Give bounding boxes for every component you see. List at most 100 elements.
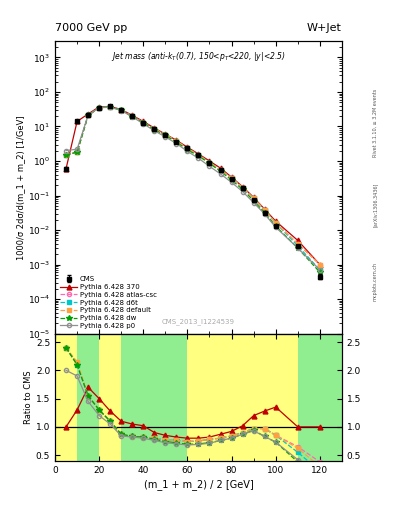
Pythia 6.428 default <box>207 160 212 166</box>
Line: Pythia 6.428 p0: Pythia 6.428 p0 <box>64 105 322 272</box>
Pythia 6.428 atlas-csc <box>152 126 157 132</box>
Pythia 6.428 atlas-csc <box>174 138 179 144</box>
Pythia 6.428 p0 <box>251 200 256 206</box>
Pythia 6.428 default <box>108 104 112 110</box>
Pythia 6.428 atlas-csc <box>130 113 135 119</box>
Pythia 6.428 default <box>130 113 135 119</box>
Pythia 6.428 d6t <box>152 126 157 132</box>
Pythia 6.428 d6t <box>97 104 101 111</box>
Legend: CMS, Pythia 6.428 370, Pythia 6.428 atlas-csc, Pythia 6.428 d6t, Pythia 6.428 de: CMS, Pythia 6.428 370, Pythia 6.428 atla… <box>59 275 158 330</box>
X-axis label: (m_1 + m_2) / 2 [GeV]: (m_1 + m_2) / 2 [GeV] <box>143 479 253 490</box>
Pythia 6.428 p0 <box>207 163 212 169</box>
Pythia 6.428 p0 <box>174 140 179 146</box>
Pythia 6.428 default <box>229 175 234 181</box>
Pythia 6.428 370 <box>185 144 190 151</box>
Pythia 6.428 p0 <box>274 224 278 230</box>
Pythia 6.428 dw <box>97 104 101 111</box>
Pythia 6.428 atlas-csc <box>251 196 256 202</box>
Pythia 6.428 default <box>296 241 300 247</box>
Pythia 6.428 370 <box>318 262 322 268</box>
Pythia 6.428 dw <box>86 112 90 118</box>
Pythia 6.428 d6t <box>185 145 190 152</box>
Pythia 6.428 dw <box>185 147 190 153</box>
Pythia 6.428 d6t <box>108 104 112 110</box>
Pythia 6.428 370 <box>218 165 223 171</box>
Pythia 6.428 370 <box>196 151 201 157</box>
Pythia 6.428 dw <box>251 198 256 204</box>
Pythia 6.428 atlas-csc <box>207 160 212 166</box>
Pythia 6.428 370 <box>274 218 278 224</box>
Pythia 6.428 dw <box>229 177 234 183</box>
Pythia 6.428 default <box>185 145 190 152</box>
Line: Pythia 6.428 dw: Pythia 6.428 dw <box>63 104 323 275</box>
Pythia 6.428 p0 <box>86 112 90 118</box>
Pythia 6.428 p0 <box>75 146 79 152</box>
Pythia 6.428 370 <box>130 112 135 118</box>
Pythia 6.428 d6t <box>75 149 79 155</box>
Pythia 6.428 p0 <box>240 188 245 195</box>
Pythia 6.428 p0 <box>318 267 322 273</box>
Pythia 6.428 atlas-csc <box>274 220 278 226</box>
Pythia 6.428 d6t <box>163 132 168 138</box>
Pythia 6.428 d6t <box>119 107 123 113</box>
Text: 7000 GeV pp: 7000 GeV pp <box>55 23 127 33</box>
Pythia 6.428 d6t <box>218 167 223 173</box>
Text: CMS_2013_I1224539: CMS_2013_I1224539 <box>162 318 235 325</box>
Pythia 6.428 370 <box>262 206 267 212</box>
Pythia 6.428 p0 <box>97 104 101 111</box>
Pythia 6.428 atlas-csc <box>86 112 90 118</box>
Pythia 6.428 dw <box>296 245 300 251</box>
Text: Rivet 3.1.10, ≥ 3.2M events: Rivet 3.1.10, ≥ 3.2M events <box>373 89 378 157</box>
Pythia 6.428 370 <box>240 184 245 190</box>
Pythia 6.428 default <box>97 104 101 111</box>
Pythia 6.428 atlas-csc <box>64 152 68 158</box>
Pythia 6.428 default <box>64 152 68 158</box>
Pythia 6.428 default <box>119 107 123 113</box>
Pythia 6.428 370 <box>152 125 157 131</box>
Pythia 6.428 dw <box>64 152 68 158</box>
Pythia 6.428 dw <box>262 209 267 216</box>
Pythia 6.428 default <box>251 196 256 202</box>
Pythia 6.428 default <box>240 184 245 190</box>
Pythia 6.428 d6t <box>141 119 146 125</box>
Pythia 6.428 dw <box>274 223 278 229</box>
Pythia 6.428 p0 <box>130 114 135 120</box>
Pythia 6.428 dw <box>318 269 322 275</box>
Pythia 6.428 default <box>141 119 146 125</box>
Pythia 6.428 370 <box>64 165 68 172</box>
Pythia 6.428 dw <box>119 107 123 113</box>
Pythia 6.428 dw <box>240 186 245 193</box>
Pythia 6.428 370 <box>174 137 179 143</box>
Pythia 6.428 370 <box>163 131 168 137</box>
Pythia 6.428 atlas-csc <box>240 184 245 190</box>
Pythia 6.428 d6t <box>296 243 300 249</box>
Pythia 6.428 370 <box>251 195 256 201</box>
Pythia 6.428 p0 <box>119 108 123 114</box>
Pythia 6.428 370 <box>141 118 146 124</box>
Pythia 6.428 d6t <box>130 113 135 119</box>
Pythia 6.428 d6t <box>174 138 179 144</box>
Pythia 6.428 370 <box>229 174 234 180</box>
Pythia 6.428 370 <box>86 111 90 117</box>
Pythia 6.428 p0 <box>141 121 146 127</box>
Text: W+Jet: W+Jet <box>307 23 342 33</box>
Pythia 6.428 370 <box>207 158 212 164</box>
Pythia 6.428 dw <box>196 153 201 159</box>
Pythia 6.428 dw <box>108 104 112 110</box>
Pythia 6.428 p0 <box>64 147 68 154</box>
Pythia 6.428 370 <box>296 238 300 244</box>
Pythia 6.428 d6t <box>86 112 90 118</box>
Pythia 6.428 d6t <box>274 220 278 226</box>
Pythia 6.428 370 <box>75 118 79 124</box>
Pythia 6.428 p0 <box>185 148 190 155</box>
Line: Pythia 6.428 370: Pythia 6.428 370 <box>64 104 322 267</box>
Pythia 6.428 atlas-csc <box>97 104 101 111</box>
Pythia 6.428 default <box>218 167 223 173</box>
Pythia 6.428 d6t <box>207 160 212 166</box>
Text: mcplots.cern.ch: mcplots.cern.ch <box>373 262 378 301</box>
Pythia 6.428 d6t <box>240 184 245 190</box>
Pythia 6.428 p0 <box>196 155 201 161</box>
Pythia 6.428 p0 <box>218 171 223 177</box>
Pythia 6.428 default <box>196 152 201 158</box>
Pythia 6.428 p0 <box>296 245 300 251</box>
